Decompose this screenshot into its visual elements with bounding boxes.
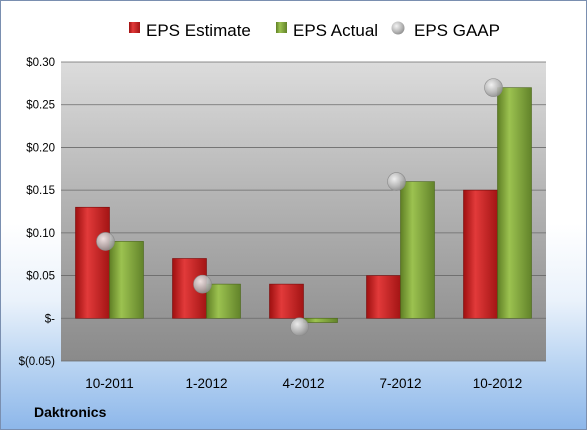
bar-eps-estimate (463, 189, 498, 319)
bar-eps-actual (206, 283, 241, 319)
y-tick-label: $(0.05) (19, 356, 56, 368)
company-name: Daktronics (34, 404, 107, 420)
bars (75, 87, 532, 323)
legend-label-estimate: EPS Estimate (146, 21, 251, 40)
y-tick-label: $0.15 (26, 185, 55, 197)
x-tick-label: 4-2012 (282, 376, 324, 391)
x-tick-label: 10-2011 (85, 376, 134, 391)
x-tick-label: 1-2012 (185, 376, 227, 391)
gaap-markers (96, 78, 503, 337)
x-tick-label: 10-2012 (473, 376, 523, 391)
y-axis-ticks: $0.30 $0.25 $0.20 $0.15 $0.10 $0.05 $- $(0.05) (19, 57, 56, 368)
marker-eps-gaap (290, 317, 309, 337)
y-tick-label: $0.20 (26, 142, 55, 154)
y-tick-label: $0.10 (26, 228, 55, 240)
legend-swatch-gaap (391, 21, 405, 35)
bar-eps-estimate (366, 275, 401, 319)
marker-eps-gaap (484, 78, 503, 97)
y-tick-label: $0.25 (26, 100, 55, 112)
bar-eps-actual (109, 241, 144, 319)
legend: EPS Estimate EPS Actual EPS GAAP (129, 21, 500, 40)
legend-swatch-estimate (129, 22, 140, 33)
y-tick-label: $- (45, 313, 55, 325)
legend-label-gaap: EPS GAAP (414, 21, 500, 40)
y-tick-label: $0.05 (26, 271, 55, 283)
bar-eps-estimate (75, 206, 110, 319)
x-tick-label: 7-2012 (379, 376, 421, 391)
x-axis-ticks: 10-2011 1-2012 4-2012 7-2012 10-2012 (85, 376, 522, 391)
bar-eps-actual (400, 181, 435, 319)
legend-label-actual: EPS Actual (293, 21, 378, 40)
y-tick-label: $0.30 (26, 57, 55, 69)
marker-eps-gaap (193, 274, 212, 294)
marker-eps-gaap (387, 172, 406, 191)
legend-swatch-actual (276, 22, 287, 33)
bar-eps-actual (303, 317, 338, 323)
bar-eps-actual (497, 87, 532, 319)
bar-eps-estimate (269, 283, 304, 319)
marker-eps-gaap (96, 232, 115, 251)
